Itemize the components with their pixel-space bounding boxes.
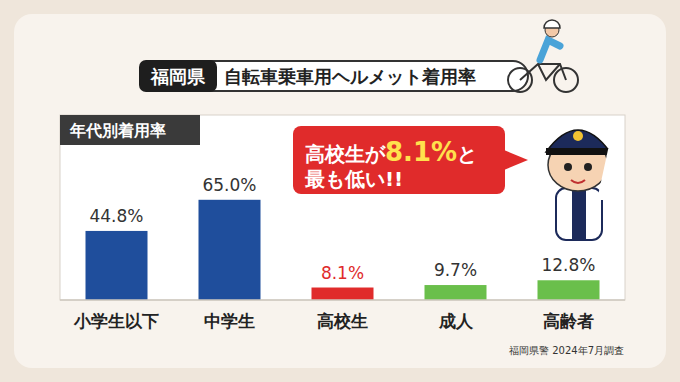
callout-pointer <box>504 150 528 170</box>
cyclist-icon <box>508 20 578 92</box>
title: 自転車乗車用ヘルメット着用率 <box>224 66 476 87</box>
page: {"chart_data": {"type": "bar", "title": … <box>0 0 680 382</box>
helmet <box>544 20 560 28</box>
bar <box>312 288 374 300</box>
data-label: 9.7% <box>434 260 477 280</box>
rider <box>540 40 560 60</box>
data-label: 8.1% <box>321 263 364 283</box>
tick-label: 高齢者 <box>543 311 594 331</box>
callout: 高校生が8.1%と最も低い!! <box>293 126 528 194</box>
annotation-part: と <box>457 142 477 166</box>
mascot <box>546 130 612 240</box>
mascot-eye <box>584 163 592 171</box>
mascot-visor <box>546 148 610 155</box>
mascot-body <box>556 188 602 240</box>
region: 福岡県 <box>150 66 206 87</box>
frame <box>520 64 566 80</box>
title-pill <box>140 61 528 91</box>
annotation-part: 高校生が <box>305 142 386 166</box>
bars <box>86 200 600 300</box>
tick-label: 成人 <box>438 311 474 331</box>
chart: 福岡県自転車乗車用ヘルメット着用率44.8%小学生以下65.0%中学生8.1%高… <box>0 0 680 382</box>
bar <box>538 280 600 300</box>
plot-frame <box>60 115 625 300</box>
callout-box <box>293 126 505 194</box>
mascot-badge <box>573 131 583 141</box>
annotation-part: 最も低い!! <box>304 167 403 191</box>
region-box <box>139 60 217 92</box>
mascot-mouth <box>571 180 585 183</box>
subtitle-box <box>60 115 200 145</box>
tick-label: 高校生 <box>317 311 368 331</box>
bar <box>425 285 487 300</box>
mascot-tie <box>572 188 586 240</box>
data-label: 65.0% <box>202 175 256 195</box>
tick-label: 小学生以下 <box>73 311 159 331</box>
bar <box>199 200 261 300</box>
background <box>0 0 680 382</box>
bar <box>86 231 148 300</box>
annotation-part: 8.1% <box>385 137 457 167</box>
annotation: 高校生が8.1%と <box>305 137 477 167</box>
mascot-arm <box>602 150 612 196</box>
mascot-eye <box>564 163 572 171</box>
card <box>14 14 666 368</box>
tick-label: 中学生 <box>204 311 255 331</box>
subtitle: 年代別着用率 <box>69 121 166 140</box>
data-label: 44.8% <box>89 206 143 226</box>
baseline <box>60 299 625 301</box>
source: 福岡県警 2024年7月調査 <box>509 345 624 356</box>
data-label: 12.8% <box>541 255 595 275</box>
